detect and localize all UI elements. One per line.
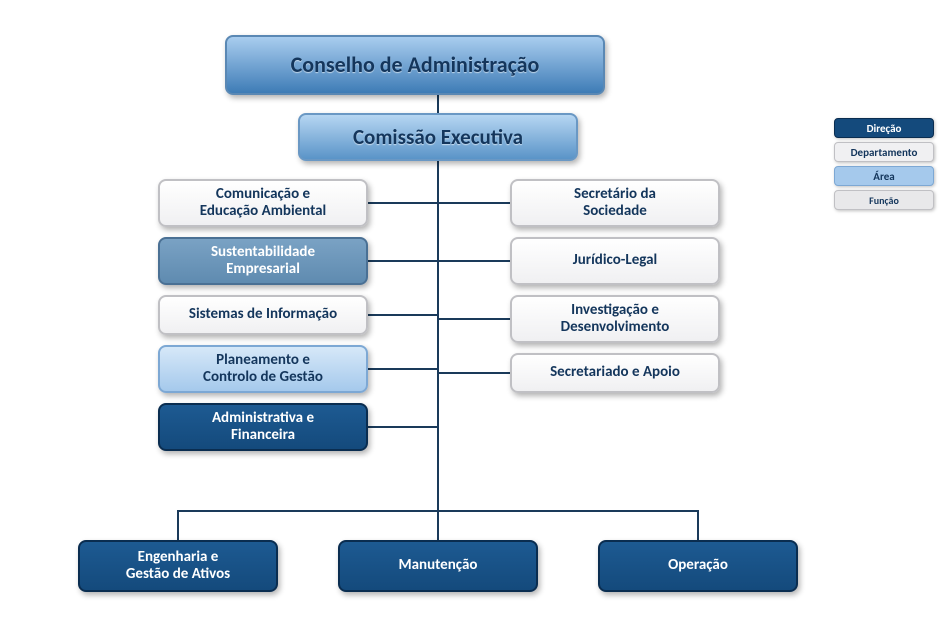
connector-left-4 [368,368,438,370]
legend-area: Área [834,166,934,186]
node-juridico: Jurídico-Legal [510,237,720,285]
connector-left-5 [368,426,438,428]
node-secretario: Secretário daSociedade [510,179,720,227]
connector-right-2 [438,260,510,262]
connector-left-3 [368,314,438,316]
connector-man-drop [437,510,439,540]
node-engenharia: Engenharia eGestão de Ativos [78,540,278,592]
node-manutencao: Manutenção [338,540,538,592]
connector-right-1 [438,202,510,204]
node-sistemas: Sistemas de Informação [158,295,368,335]
node-investigacao: Investigação eDesenvolvimento [510,295,720,343]
node-comunicacao: Comunicação eEducação Ambiental [158,179,368,227]
connector-right-3 [438,318,510,320]
connector-right-4 [438,372,510,374]
node-conselho: Conselho de Administração [225,35,605,95]
node-planeamento: Planeamento eControlo de Gestão [158,345,368,393]
node-operacao: Operação [598,540,798,592]
node-comissao: Comissão Executiva [298,113,578,161]
legend-funcao: Função [834,190,934,210]
node-administrativa: Administrativa eFinanceira [158,403,368,451]
connector-eng-drop [177,510,179,540]
legend-departamento: Departamento [834,142,934,162]
connector-left-2 [368,260,438,262]
connector-top [437,95,439,113]
connector-left-1 [368,202,438,204]
node-secretariado: Secretariado e Apoio [510,353,720,393]
legend-direcao: Direção [834,118,934,138]
node-sustentabilidade: SustentabilidadeEmpresarial [158,237,368,285]
connector-main-vertical [437,161,439,510]
connector-ope-drop [697,510,699,540]
